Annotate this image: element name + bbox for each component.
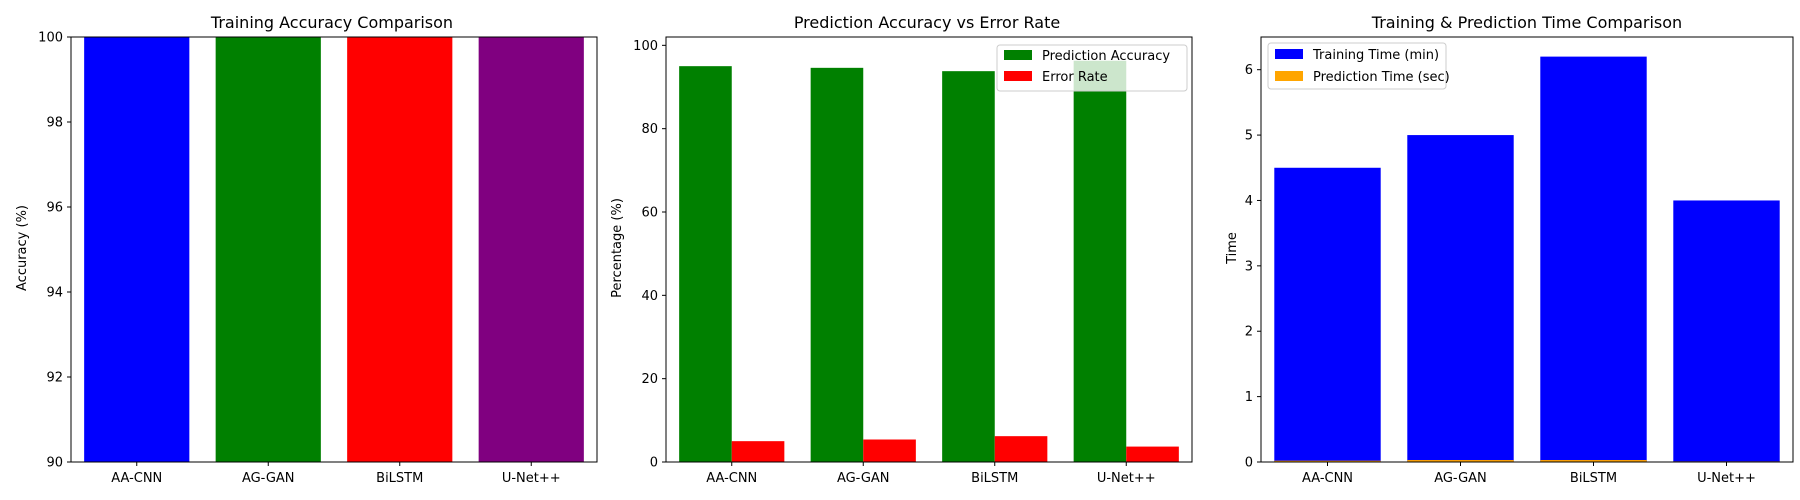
legend-label: Training Time (min) xyxy=(1312,48,1439,63)
bar xyxy=(731,441,785,462)
x-tick-label: AA-CNN xyxy=(111,471,162,486)
chart-title: Prediction Accuracy vs Error Rate xyxy=(794,13,1060,32)
bars xyxy=(679,60,1179,462)
legend-label: Error Rate xyxy=(1042,70,1108,85)
legend-label: Prediction Time (sec) xyxy=(1313,70,1450,85)
bar xyxy=(478,37,584,462)
x-tick-label: AG-GAN xyxy=(1434,471,1487,486)
bar xyxy=(1540,460,1647,462)
y-tick-label: 4 xyxy=(1245,194,1253,209)
legend-swatch xyxy=(1004,50,1032,60)
y-tick-label: 92 xyxy=(46,371,63,386)
bar xyxy=(863,439,916,462)
bar xyxy=(84,37,190,462)
y-tick-label: 60 xyxy=(641,206,658,221)
y-tick-label: 1 xyxy=(1245,390,1253,405)
axes-frame xyxy=(70,36,598,463)
plot-area: AA-CNN AG-GAN BiLSTM U-Net++ 0 20 40 60 80 100 xyxy=(633,36,1193,486)
bar xyxy=(994,436,1048,462)
time-comparison-chart: Training & Prediction Time Comparison Ti… xyxy=(1225,13,1794,486)
legend-swatch xyxy=(1275,71,1303,81)
y-tick-label: 40 xyxy=(641,289,658,304)
bar xyxy=(1073,60,1127,462)
bar xyxy=(347,37,453,462)
y-tick-label: 100 xyxy=(38,31,63,46)
bar xyxy=(1274,167,1381,462)
bar xyxy=(1407,135,1514,462)
bar xyxy=(810,67,864,462)
y-tick-label: 3 xyxy=(1245,259,1253,274)
bar xyxy=(1126,446,1179,462)
chart-title: Training Accuracy Comparison xyxy=(210,13,453,32)
bar xyxy=(1540,56,1647,462)
y-tick-label: 0 xyxy=(650,456,658,471)
x-tick-label: AG-GAN xyxy=(242,471,295,486)
y-tick-label: 6 xyxy=(1245,63,1253,78)
legend: Training Time (min) Prediction Time (sec… xyxy=(1267,42,1450,90)
y-tick-label: 90 xyxy=(46,456,63,471)
x-tick-label: AG-GAN xyxy=(837,471,890,486)
x-tick-label: U-Net++ xyxy=(1097,471,1156,486)
bar xyxy=(1673,200,1780,462)
axes-frame xyxy=(1260,36,1794,463)
plot-area: AA-CNN AG-GAN BiLSTM U-Net++ 90 92 94 96 98 100 xyxy=(38,31,598,486)
bars xyxy=(1274,56,1780,462)
y-axis-label: Percentage (%) xyxy=(610,198,625,298)
legend-label: Prediction Accuracy xyxy=(1042,49,1170,64)
y-tick-label: 5 xyxy=(1245,129,1253,144)
training-accuracy-chart: Training Accuracy Comparison Accuracy (%… xyxy=(15,13,598,486)
bar xyxy=(942,71,995,462)
bars xyxy=(84,37,584,462)
plot-area: AA-CNN AG-GAN BiLSTM U-Net++ 0 1 2 3 4 5 6 xyxy=(1245,36,1794,486)
y-axis-label: Accuracy (%) xyxy=(15,205,30,291)
y-tick-label: 94 xyxy=(46,286,63,301)
legend-swatch xyxy=(1275,49,1303,59)
legend: Prediction Accuracy Error Rate xyxy=(996,44,1188,92)
axes-frame xyxy=(665,36,1193,463)
chart-title: Training & Prediction Time Comparison xyxy=(1371,13,1682,32)
x-tick-label: AA-CNN xyxy=(1302,471,1353,486)
bar xyxy=(215,37,321,462)
x-tick-label: BiLSTM xyxy=(376,471,423,486)
bar xyxy=(1407,460,1514,462)
y-axis-label: Time xyxy=(1225,232,1240,265)
y-tick-label: 100 xyxy=(633,39,658,54)
bar xyxy=(679,66,732,462)
y-tick-label: 98 xyxy=(46,116,63,131)
y-tick-label: 80 xyxy=(641,122,658,137)
y-tick-label: 96 xyxy=(46,201,63,216)
legend-swatch xyxy=(1004,71,1032,81)
y-tick-label: 20 xyxy=(641,372,658,387)
x-tick-label: BiLSTM xyxy=(1570,471,1617,486)
x-tick-label: U-Net++ xyxy=(502,471,561,486)
prediction-accuracy-chart: Prediction Accuracy vs Error Rate Percen… xyxy=(610,13,1193,486)
bar xyxy=(1274,460,1381,462)
x-tick-label: BiLSTM xyxy=(971,471,1018,486)
x-tick-label: AA-CNN xyxy=(706,471,757,486)
y-tick-label: 0 xyxy=(1245,456,1253,471)
x-tick-label: U-Net++ xyxy=(1697,471,1756,486)
y-tick-label: 2 xyxy=(1245,325,1253,340)
